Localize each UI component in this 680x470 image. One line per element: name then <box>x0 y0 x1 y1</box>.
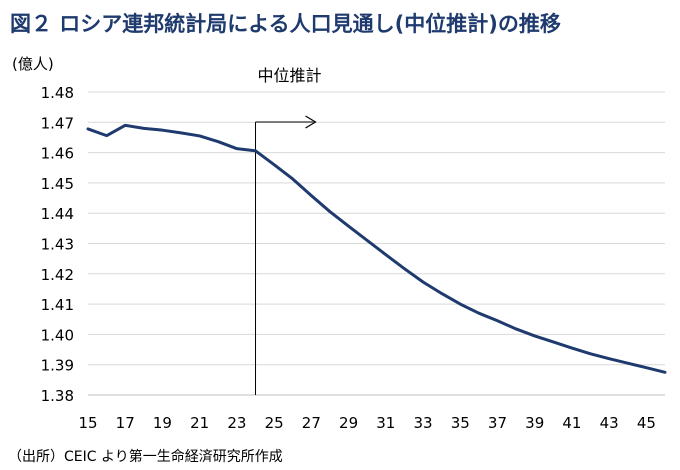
x-tick-label: 25 <box>265 414 284 432</box>
data-point <box>366 239 368 241</box>
data-point <box>292 178 294 180</box>
y-tick-label: 1.47 <box>41 114 74 132</box>
data-point <box>124 124 126 126</box>
y-tick-label: 1.48 <box>41 84 74 102</box>
data-point <box>385 254 387 256</box>
x-tick-label: 33 <box>413 414 432 432</box>
data-point <box>329 210 331 212</box>
y-tick-label: 1.46 <box>41 145 74 163</box>
data-point <box>180 132 182 134</box>
data-point <box>589 353 591 355</box>
x-tick-label: 23 <box>227 414 246 432</box>
x-tick-label: 37 <box>488 414 507 432</box>
x-tick-label: 31 <box>376 414 395 432</box>
y-axis-unit-label: (億人) <box>12 55 54 73</box>
x-tick-label: 17 <box>116 414 135 432</box>
data-point <box>515 328 517 330</box>
x-tick-label: 39 <box>525 414 544 432</box>
projection-arrow-head <box>305 115 317 129</box>
data-point <box>161 129 163 131</box>
population-line-chart: 1.48 1.47 1.46 1.45 1.44 1.43 1.42 1.41 1.40 1.39… <box>41 66 667 432</box>
data-point <box>254 150 256 152</box>
projection-annotation: 中位推計 <box>255 66 322 395</box>
population-series-line <box>86 123 667 374</box>
y-tick-label: 1.40 <box>41 326 74 344</box>
data-point <box>496 320 498 322</box>
data-point <box>105 134 107 136</box>
x-tick-label: 41 <box>562 414 581 432</box>
data-point <box>87 128 89 130</box>
data-point <box>627 362 629 364</box>
data-point <box>571 347 573 349</box>
data-point <box>440 292 442 294</box>
chart-title: 図２ ロシア連邦統計局による人口見通し(中位推計)の推移 <box>10 12 561 36</box>
x-tick-label: 29 <box>339 414 358 432</box>
y-tick-label: 1.44 <box>41 205 74 223</box>
data-point <box>645 367 647 369</box>
y-tick-label: 1.42 <box>41 266 74 284</box>
data-point <box>534 335 536 337</box>
data-point <box>310 194 312 196</box>
data-point <box>143 127 145 129</box>
x-tick-label: 15 <box>78 414 97 432</box>
data-point <box>552 341 554 343</box>
x-tick-label: 19 <box>153 414 172 432</box>
data-point <box>608 357 610 359</box>
x-tick-label: 45 <box>637 414 656 432</box>
gridlines <box>88 91 665 366</box>
data-point <box>236 147 238 149</box>
y-tick-label: 1.43 <box>41 236 74 254</box>
x-tick-label: 43 <box>600 414 619 432</box>
series-layer <box>86 123 667 374</box>
projection-annotation-label: 中位推計 <box>258 66 322 85</box>
y-tick-label: 1.38 <box>41 387 74 405</box>
data-point <box>422 281 424 283</box>
data-point <box>478 312 480 314</box>
y-tick-label: 1.39 <box>41 357 74 375</box>
x-tick-label: 21 <box>190 414 209 432</box>
x-tick-label: 27 <box>302 414 321 432</box>
x-tick-label: 35 <box>451 414 470 432</box>
data-point <box>459 303 461 305</box>
source-note: （出所）CEIC より第一生命経済研究所作成 <box>8 449 283 465</box>
data-point <box>217 140 219 142</box>
data-point <box>273 164 275 166</box>
y-axis-tick-labels: 1.48 1.47 1.46 1.45 1.44 1.43 1.42 1.41 1.40 1.39… <box>41 84 74 405</box>
data-point <box>403 267 405 269</box>
x-axis-tick-labels: 15 17 19 21 23 25 27 29 31 33 35 37 39 41 43 45 <box>78 414 655 432</box>
data-point <box>664 371 666 373</box>
data-point <box>198 135 200 137</box>
data-point <box>347 225 349 227</box>
y-tick-label: 1.41 <box>41 296 74 314</box>
y-tick-label: 1.45 <box>41 175 74 193</box>
